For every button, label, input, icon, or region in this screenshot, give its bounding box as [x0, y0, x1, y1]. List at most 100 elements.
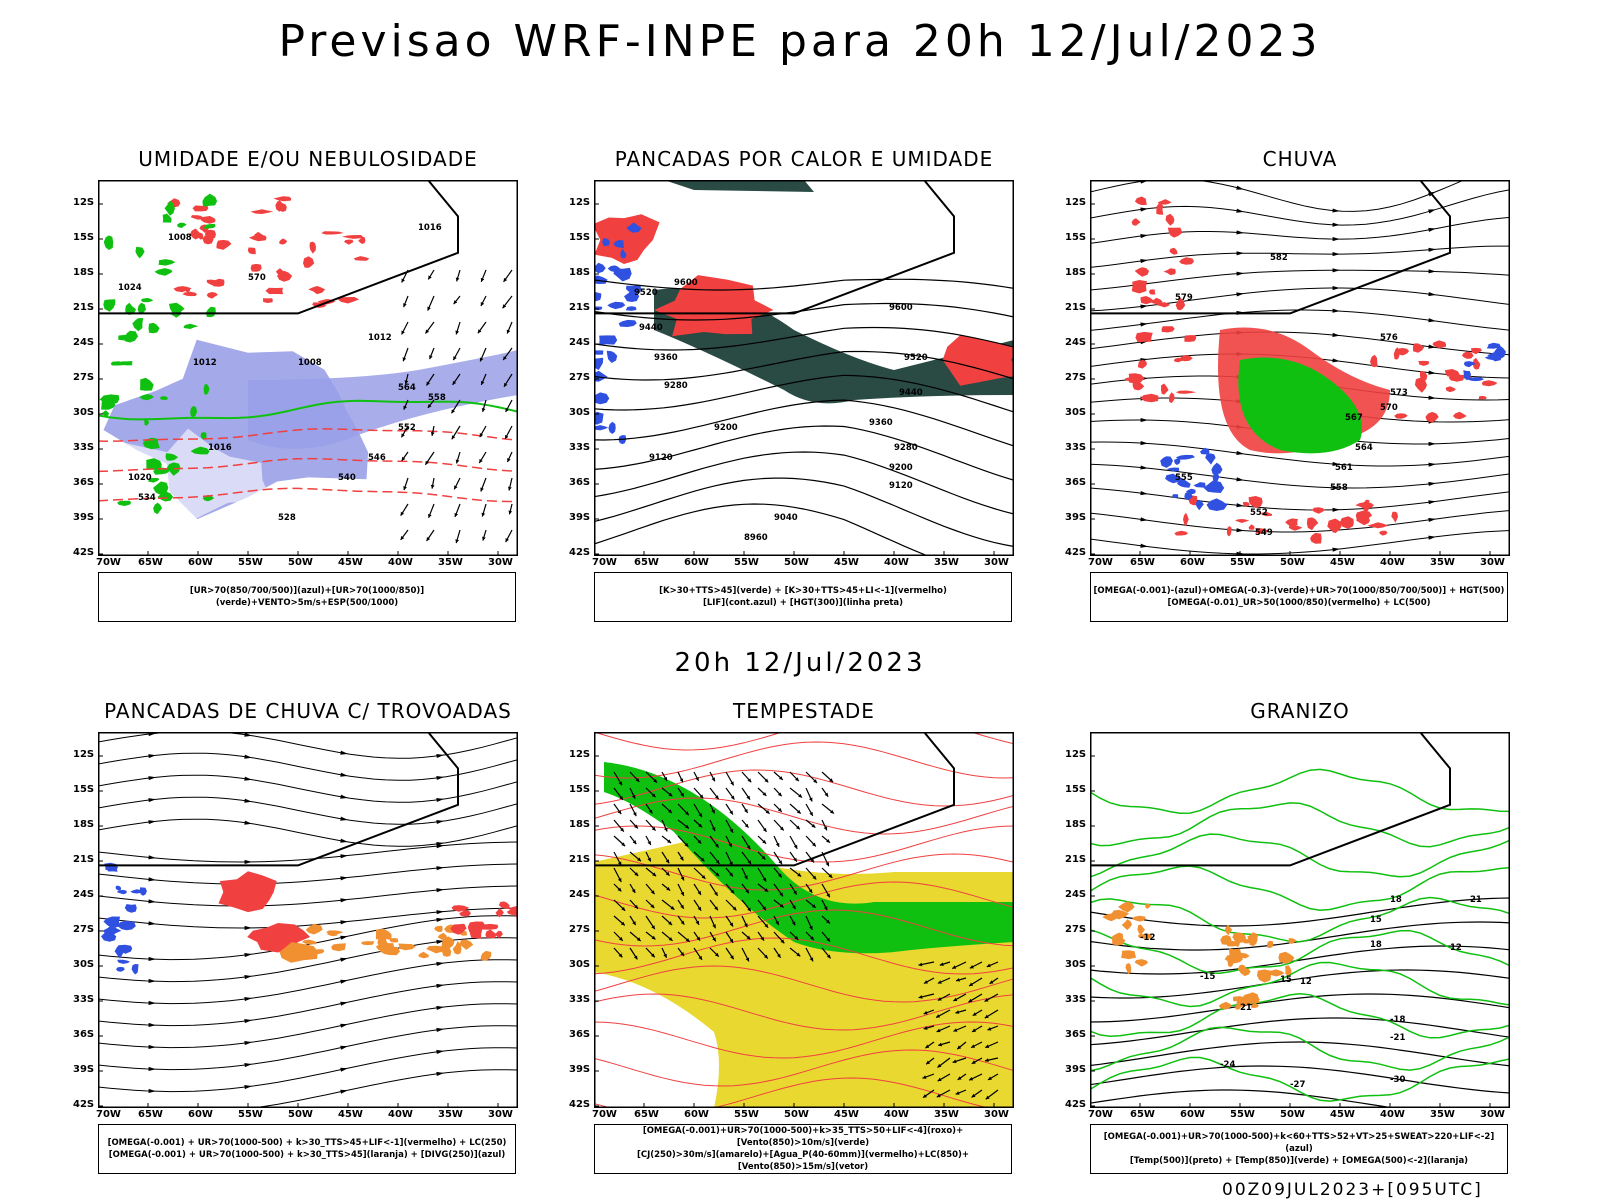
lat-tick-label: 42S	[569, 1099, 591, 1110]
wind-vector-15ms-head	[711, 809, 715, 814]
wind-vector-head	[455, 330, 460, 335]
wind-vector-head	[507, 458, 511, 463]
wind-vector-15ms-head	[745, 957, 750, 962]
wind-vector-15ms-head	[715, 859, 720, 864]
streamline-arrowhead	[1236, 251, 1244, 256]
lon-tick-label: 35W	[934, 1109, 959, 1120]
wind-vector-head	[400, 511, 405, 516]
green-contour-patch	[132, 318, 144, 332]
streamline-arrowhead	[244, 820, 252, 825]
lat-tick-label: 18S	[73, 819, 95, 830]
wind-vector-head	[428, 513, 432, 518]
wind-vector-15ms-head	[972, 1028, 977, 1032]
wind-vector-15ms-head	[955, 1010, 960, 1014]
lif-contour	[618, 319, 637, 327]
rain-area	[1157, 199, 1172, 205]
omega-area	[1185, 488, 1196, 495]
rain-area	[1137, 359, 1147, 369]
wind-vector-15ms-head	[925, 1044, 930, 1049]
omega500-area	[1145, 903, 1151, 909]
streamline	[98, 981, 518, 1027]
temp850-contour	[1090, 929, 1510, 975]
streamline-arrowhead	[436, 753, 444, 759]
rain-area	[1452, 411, 1467, 420]
green-contour-patch	[165, 453, 179, 461]
lon-tick-label: 45W	[1330, 1109, 1355, 1120]
legend-pancadas-calor: [K>30+TTS>45](verde) + [K>30+TTS>45+LI<-…	[594, 572, 1012, 622]
storm-area-orange	[442, 945, 452, 957]
lon-tick-label: 60W	[188, 1109, 213, 1120]
storm-area-orange	[305, 923, 323, 935]
storm-area-red	[247, 923, 311, 953]
rain-area	[1419, 371, 1428, 382]
wind-vector-15ms-head	[679, 856, 684, 861]
lon-tick-label: 35W	[438, 557, 463, 568]
green-contour-patch	[162, 213, 172, 223]
wind-vector-15ms-head	[828, 874, 833, 878]
wind-vector-15ms-head	[953, 1028, 958, 1032]
lon-tick-label: 55W	[1230, 557, 1255, 568]
wind-vector-15ms-head	[651, 793, 656, 798]
streamline-arrowhead	[436, 819, 444, 825]
lon-tick-label: 65W	[634, 1109, 659, 1120]
rain-area	[1288, 525, 1303, 531]
wind-vector-15ms-head	[732, 906, 737, 911]
red-contour-patch	[248, 235, 267, 242]
storm-area-red	[485, 929, 497, 939]
streamline-arrowhead	[340, 898, 348, 903]
contour-label: 1008	[298, 358, 322, 368]
wind-vector-15ms-head	[714, 891, 718, 896]
streamline-arrowhead	[244, 1063, 252, 1068]
red-contour-patch	[337, 297, 360, 304]
humidity-band	[248, 350, 518, 449]
streamline-arrowhead	[340, 1001, 348, 1006]
wind-vector-head	[426, 381, 430, 386]
lat-tick-label: 42S	[1065, 1099, 1087, 1110]
lon-tick-label: 60W	[684, 1109, 709, 1120]
rain-area	[1168, 392, 1175, 404]
wind-vector-15ms-head	[618, 781, 623, 786]
green-contour-patch	[148, 478, 159, 483]
contour-label: 552	[1250, 508, 1268, 518]
divergence-area	[103, 916, 121, 929]
wind-vector-head	[403, 486, 407, 491]
streamline-arrowhead	[244, 776, 252, 781]
rain-area	[1175, 297, 1186, 311]
wind-vector-15ms-head	[778, 776, 783, 780]
wind-vector-15ms-head	[668, 937, 673, 941]
streamline-arrowhead	[244, 997, 252, 1002]
streamline-arrowhead	[1332, 461, 1340, 466]
rain-area	[1255, 528, 1270, 534]
wind-vector-15ms-head	[729, 828, 734, 833]
lc850-streamline	[594, 881, 1014, 919]
wind-vector-15ms-head	[762, 792, 767, 796]
wind-vector-15ms-head	[939, 962, 944, 967]
contour-label: 558	[428, 393, 446, 403]
wind-vector-15ms-head	[680, 876, 685, 881]
rain-area	[1169, 247, 1178, 255]
streamline-arrowhead	[436, 866, 444, 871]
contour-label: 564	[1355, 443, 1373, 453]
wind-vector-15ms-head	[823, 906, 828, 911]
storm-area-red	[218, 871, 277, 913]
streamline	[98, 1003, 518, 1049]
contour-label: 9120	[649, 453, 673, 463]
green-contour-patch	[190, 405, 198, 418]
wind-vector-15ms-head	[791, 921, 796, 926]
storm-area-orange	[375, 928, 392, 940]
map-tempestade	[594, 732, 1014, 1108]
streamline	[1090, 441, 1510, 467]
streamline-arrowhead	[1428, 269, 1436, 274]
contour-label: 9040	[774, 513, 798, 523]
streamline-arrowhead	[340, 1045, 348, 1050]
lon-tick-label: 40W	[884, 557, 909, 568]
wind-vector-head	[505, 538, 509, 543]
contour-label: 12	[1300, 977, 1312, 987]
lon-tick-label: 40W	[388, 557, 413, 568]
wind-vector-15ms-head	[969, 982, 974, 986]
wind-vector-head	[506, 329, 511, 334]
lat-tick-label: 39S	[569, 1064, 591, 1075]
wind-vector-15ms-head	[987, 1027, 992, 1031]
contour-label: -12	[1140, 933, 1155, 943]
lat-tick-label: 30S	[73, 407, 95, 418]
